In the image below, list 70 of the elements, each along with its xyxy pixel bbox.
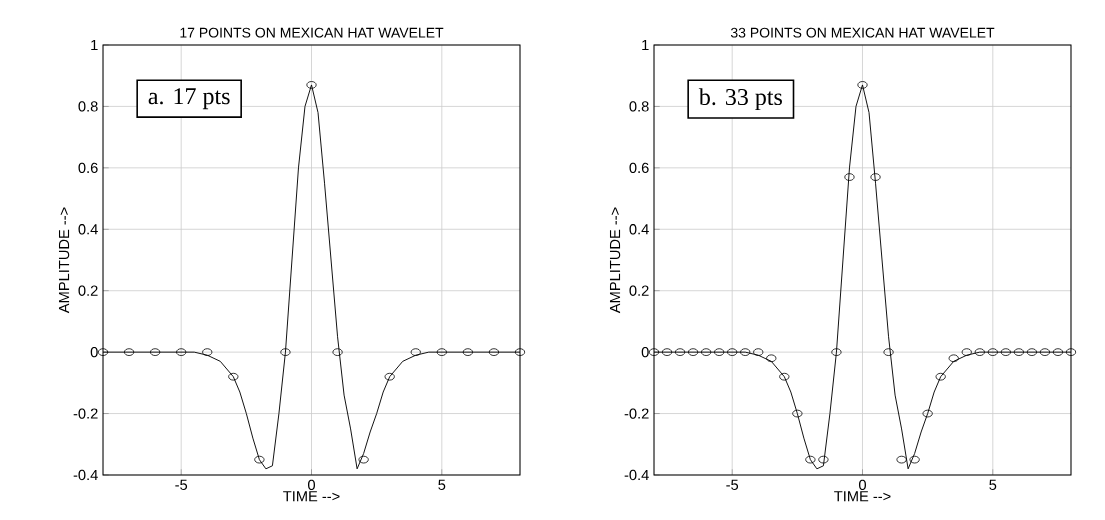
point — [384, 372, 395, 381]
y-tick-label: 0.6 — [629, 162, 649, 174]
x-tick-label: 0 — [858, 479, 866, 491]
point — [935, 372, 946, 381]
point — [883, 348, 894, 356]
y-tick-label: 0.2 — [78, 285, 98, 296]
point — [332, 348, 343, 356]
point — [150, 348, 161, 356]
point — [202, 348, 213, 356]
y-tick-label: 0.8 — [78, 101, 98, 112]
y-tick-label: 0 — [90, 346, 98, 358]
x-axis-title: TIME --> — [283, 491, 340, 502]
point — [358, 455, 369, 464]
point — [727, 348, 738, 356]
y-tick-label: 0 — [641, 346, 649, 358]
point — [228, 372, 239, 381]
point — [961, 348, 972, 356]
point — [1000, 348, 1011, 356]
y-tick-label: 0.2 — [629, 285, 649, 296]
x-tick-label: 5 — [438, 479, 446, 490]
x-tick-label: -5 — [726, 479, 739, 490]
point — [740, 348, 751, 356]
y-tick-label: -0.2 — [624, 408, 649, 419]
point — [818, 455, 829, 464]
y-axis-title: AMPLITUDE --> — [609, 207, 621, 314]
point — [1026, 348, 1037, 356]
chart-title: 33 POINTS ON MEXICAN HAT WAVELET — [730, 27, 995, 38]
point — [254, 455, 265, 464]
y-tick-label: 0.4 — [629, 224, 649, 235]
x-axis-title: TIME --> — [834, 491, 891, 502]
y-tick-label: 0.8 — [629, 101, 649, 112]
y-axis-title: AMPLITUDE --> — [58, 207, 70, 314]
y-tick-label: 1 — [642, 39, 649, 51]
point — [766, 354, 777, 363]
point — [805, 455, 816, 464]
chart-title: 17 POINTS ON MEXICAN HAT WAVELET — [180, 27, 444, 38]
point — [792, 409, 803, 418]
point — [870, 173, 881, 181]
point — [987, 348, 998, 356]
point — [844, 173, 855, 181]
point — [306, 81, 317, 89]
annotation: b. 33 pts — [698, 88, 782, 110]
point — [176, 348, 187, 356]
y-tick-label: -0.4 — [624, 469, 649, 481]
point — [688, 348, 699, 356]
x-tick-label: 5 — [989, 479, 997, 490]
y-tick-label: -0.4 — [73, 469, 98, 481]
point — [410, 348, 421, 356]
point — [714, 348, 725, 356]
y-tick-label: -0.2 — [73, 408, 98, 419]
point — [896, 455, 907, 464]
point — [948, 354, 959, 363]
x-tick-label: -5 — [175, 479, 188, 490]
point — [974, 348, 985, 356]
y-tick-label: 0.6 — [78, 162, 98, 174]
point — [280, 348, 291, 356]
point — [462, 348, 473, 356]
point — [753, 348, 764, 356]
point — [857, 81, 868, 89]
point — [909, 455, 920, 464]
annotation: a. 17 pts — [148, 88, 230, 110]
point — [1013, 348, 1024, 356]
point — [779, 372, 790, 381]
point — [922, 409, 933, 418]
point — [701, 348, 712, 356]
x-tick-label: 0 — [307, 479, 315, 491]
point — [831, 348, 842, 356]
y-tick-label: 1 — [91, 39, 98, 51]
y-tick-label: 0.4 — [78, 224, 98, 235]
point — [436, 348, 447, 356]
